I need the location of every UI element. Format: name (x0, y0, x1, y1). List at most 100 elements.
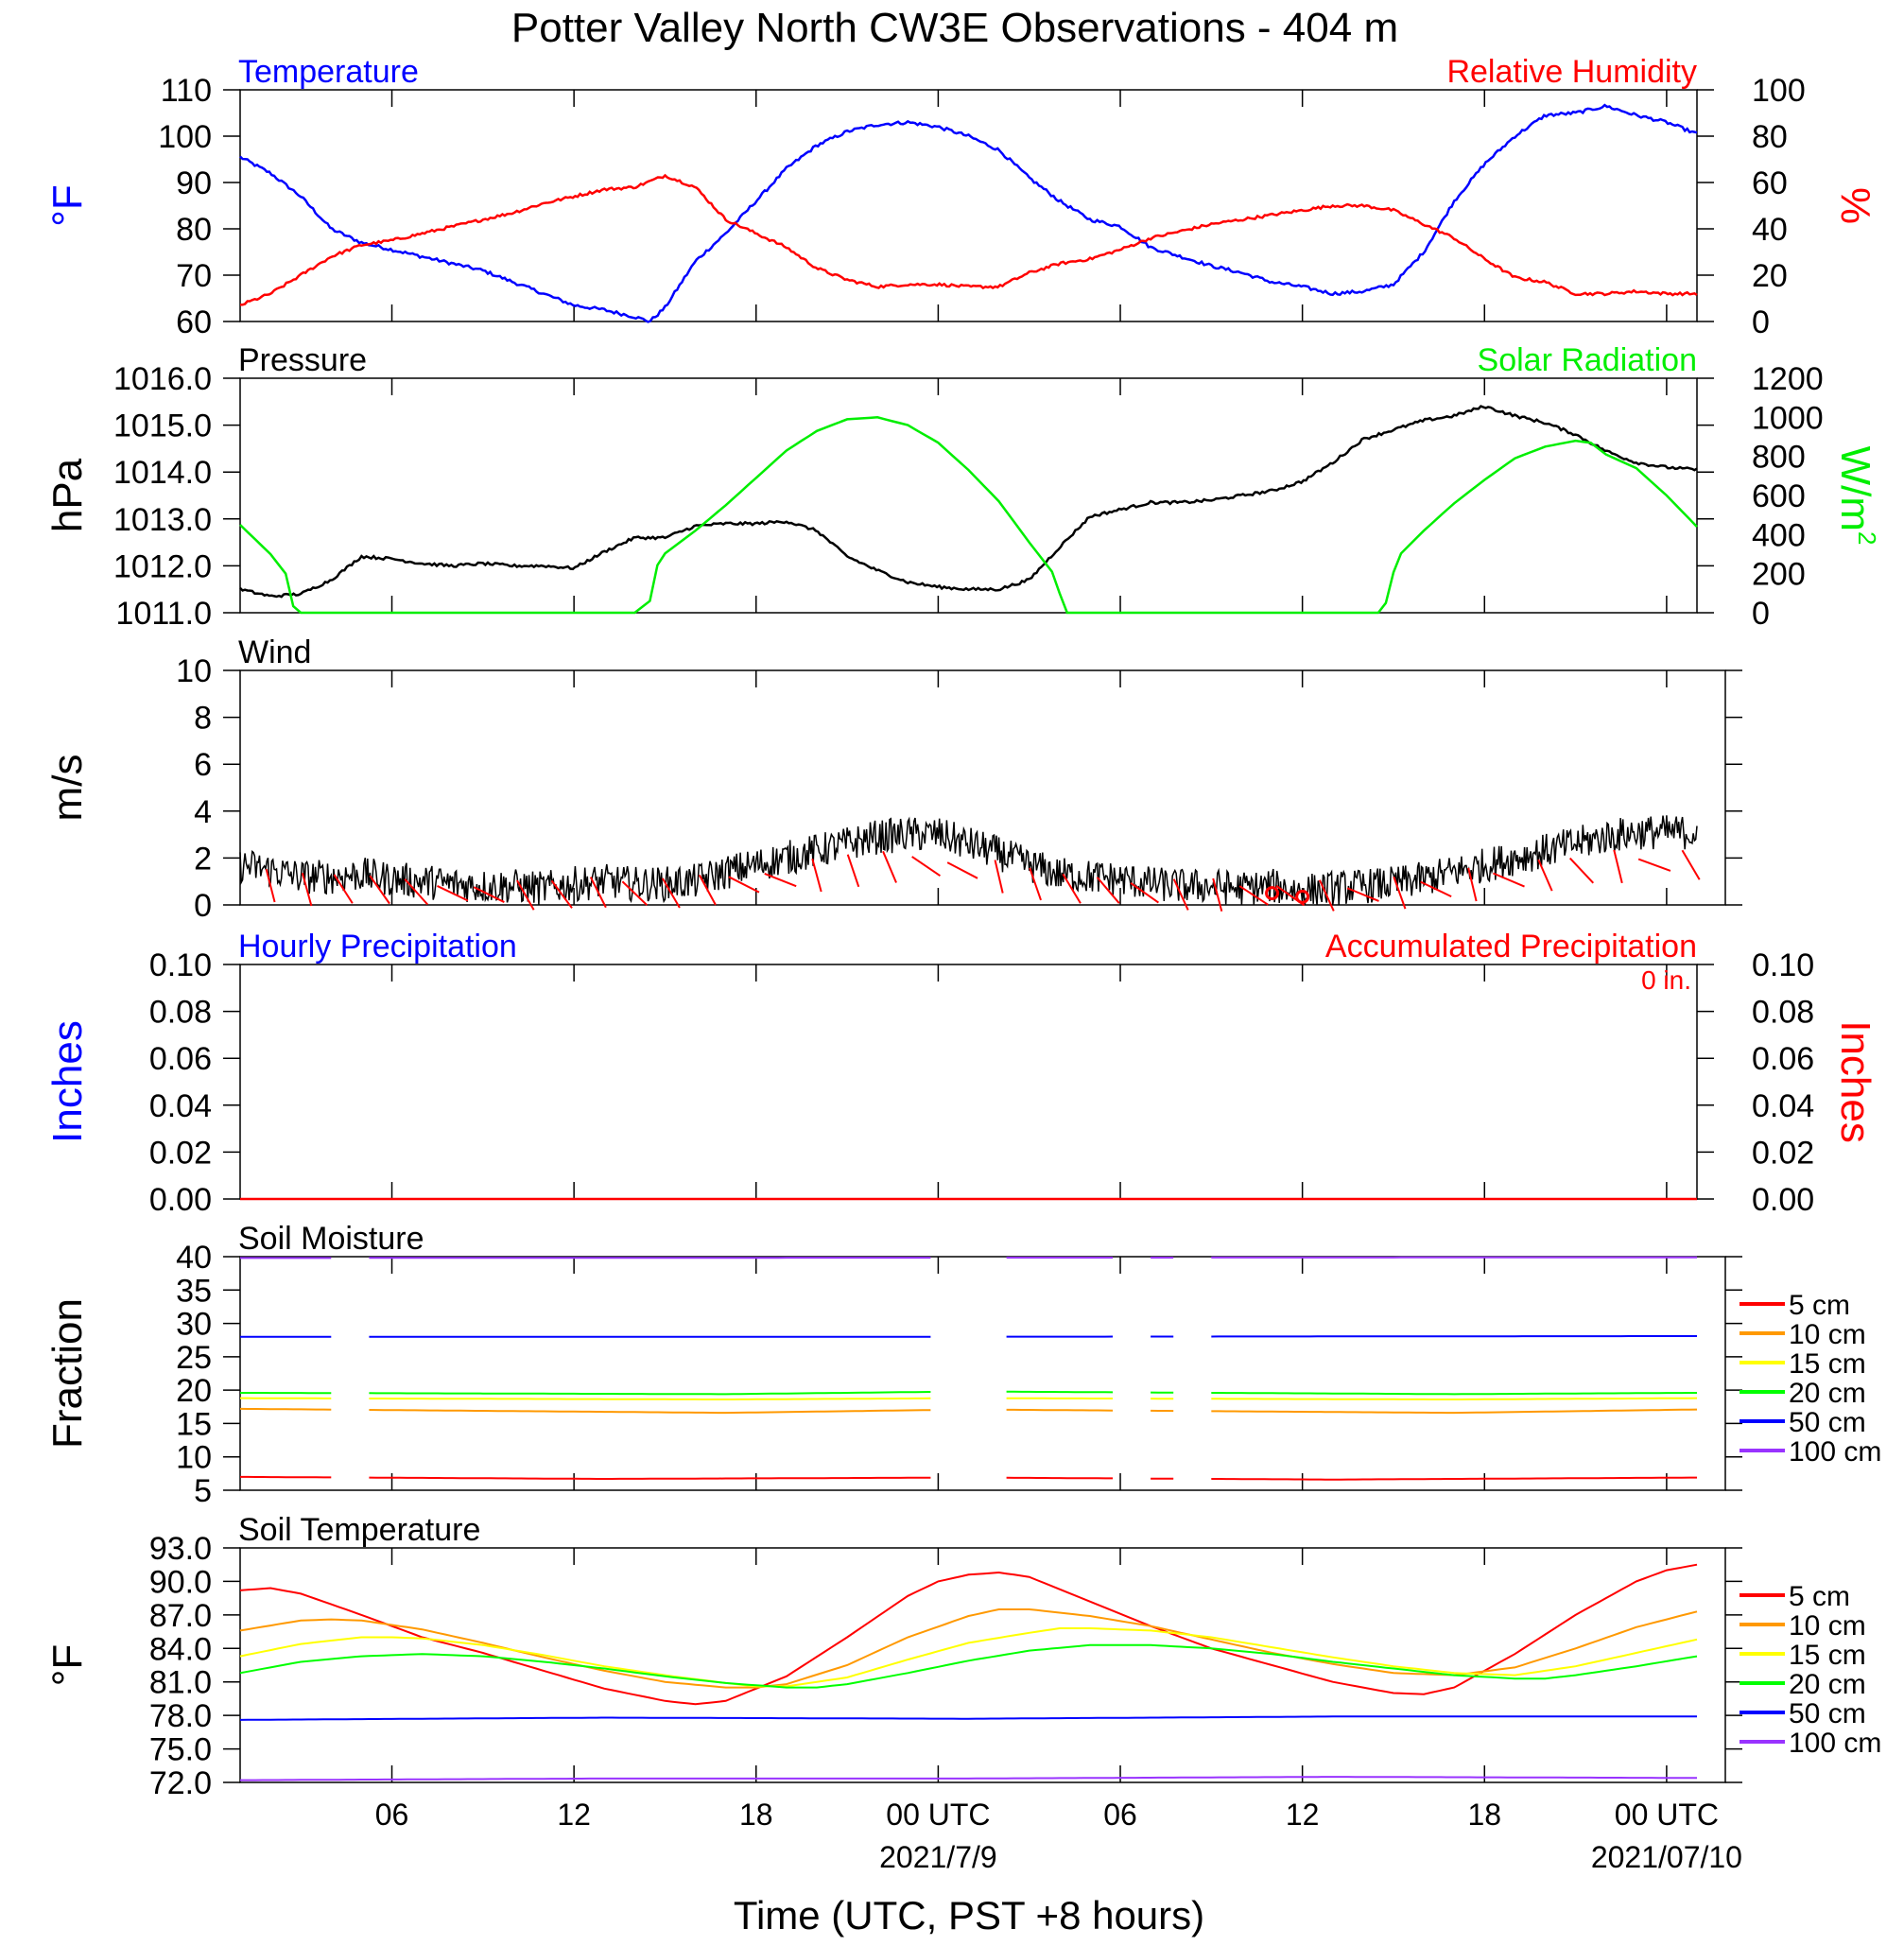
legend-label: 20 cm (1789, 1378, 1866, 1409)
wind-barb (1467, 867, 1478, 902)
y-axis-label: hPa (44, 458, 91, 532)
series-line-wind (239, 815, 1698, 906)
y-tick-label: 0.08 (149, 995, 212, 1031)
wind-barb (589, 877, 607, 909)
wind-barb (550, 879, 573, 909)
y-axis-label: °F (44, 1644, 91, 1686)
wind-barb (473, 886, 505, 903)
plot-frame (239, 1547, 1726, 1783)
legend-label: 100 cm (1789, 1728, 1881, 1759)
panel-title-right: Relative Humidity (1446, 54, 1697, 90)
series-line-pressure (239, 405, 1698, 599)
y-tick-label: 110 (161, 73, 212, 109)
series-line-20-cm (240, 1390, 1697, 1396)
wind-barb (621, 880, 649, 906)
wind-barb (1346, 887, 1379, 902)
wind-barb (911, 856, 941, 877)
plot-frame (239, 89, 1698, 322)
legend-label: 20 cm (1789, 1669, 1866, 1700)
plot-frame (239, 1256, 1726, 1491)
legend-label: 15 cm (1789, 1348, 1866, 1380)
x-axis-title: Time (UTC, PST +8 hours) (734, 1893, 1204, 1937)
y2-tick-label: 0 (1752, 304, 1770, 340)
wind-barb (1172, 878, 1189, 911)
wind-barb (1318, 879, 1335, 912)
series-line-relative-humidity (239, 173, 1698, 306)
y-tick-label: 93.0 (149, 1531, 212, 1567)
legend-label: 15 cm (1789, 1640, 1866, 1671)
plot-frame (239, 669, 1726, 906)
y-axis-label: °F (44, 184, 91, 226)
wind-barb (1492, 872, 1525, 888)
y-tick-label: 10 (176, 1440, 212, 1476)
x-date-label: 2021/7/9 (879, 1840, 997, 1874)
wind-barb (994, 860, 1004, 894)
x-tick-label: 12 (557, 1798, 591, 1832)
y-tick-label: 5 (194, 1473, 212, 1509)
y-tick-label: 1012.0 (113, 548, 212, 584)
panel-wind: 0 2 4 6 8 10 Wind m/s (44, 634, 1742, 924)
legend-label: 10 cm (1789, 1610, 1866, 1642)
legend-label: 5 cm (1789, 1581, 1850, 1612)
y-tick-label: 30 (176, 1307, 212, 1343)
legend-label: 100 cm (1789, 1436, 1881, 1468)
y-tick-label: 1013.0 (113, 502, 212, 538)
wind-barb (369, 875, 390, 905)
y-tick-label: 100 (158, 119, 212, 155)
x-tick-label: 18 (1467, 1798, 1501, 1832)
panel-title-left: Soil Moisture (238, 1221, 424, 1257)
chart-title: Potter Valley North CW3E Observations - … (511, 5, 1398, 51)
y2-axis-label: W/m2 (1832, 446, 1881, 546)
legend-label: 10 cm (1789, 1319, 1866, 1350)
panel-title-left: Soil Temperature (238, 1512, 480, 1548)
y2-tick-label: 0.06 (1752, 1041, 1814, 1077)
y-tick-label: 80 (176, 212, 212, 248)
accumulation-annotation: 0 in. (1641, 965, 1691, 995)
series-line-100-cm (240, 1256, 1697, 1260)
wind-barb (1212, 877, 1223, 912)
y-tick-label: 70 (176, 258, 212, 294)
y-tick-label: 87.0 (149, 1598, 212, 1634)
y-tick-label: 15 (176, 1406, 212, 1442)
wind-barb (1537, 859, 1553, 892)
wind-barb (811, 858, 822, 893)
wind-barb (1393, 876, 1407, 910)
y2-tick-label: 0.04 (1752, 1088, 1814, 1124)
y-tick-label: 4 (194, 794, 212, 830)
y-tick-label: 6 (194, 747, 212, 783)
panel-title-left: Hourly Precipitation (238, 929, 517, 964)
wind-barb (1568, 857, 1595, 884)
y-tick-label: 1015.0 (113, 408, 212, 444)
y2-tick-label: 0 (1752, 596, 1770, 632)
x-tick-label: 18 (739, 1798, 773, 1832)
panel-title-left: Pressure (238, 342, 367, 378)
y2-tick-label: 100 (1752, 73, 1806, 109)
series-line-15-cm (239, 1627, 1698, 1688)
y-tick-label: 8 (194, 701, 212, 737)
y-tick-label: 75.0 (149, 1732, 212, 1768)
y2-tick-label: 1200 (1752, 361, 1824, 397)
y-tick-label: 0.06 (149, 1041, 212, 1077)
plot-frame (239, 377, 1698, 614)
y-axis-label: m/s (44, 755, 91, 822)
legend-label: 50 cm (1789, 1698, 1866, 1729)
calm-wind-marker (1295, 889, 1310, 904)
wind-barb (437, 885, 469, 902)
x-tick-label: 06 (1103, 1798, 1137, 1832)
y-tick-label: 90 (176, 165, 212, 201)
y-tick-label: 25 (176, 1340, 212, 1376)
y2-axis-label-superscript: 2 (1853, 531, 1881, 545)
y-axis-label: Fraction (44, 1298, 91, 1449)
y2-tick-label: 800 (1752, 440, 1806, 476)
y2-tick-label: 600 (1752, 478, 1806, 514)
wind-barb (846, 854, 860, 888)
y-tick-label: 84.0 (149, 1631, 212, 1667)
wind-barb (1096, 877, 1120, 904)
panel-temp_rh: 60 70 80 90 100 110 0 20 40 60 80 100 Temperature Rel… (44, 54, 1878, 340)
wind-barb (516, 879, 535, 911)
panel-title-left: Wind (238, 634, 311, 670)
series-line-temperature (239, 103, 1698, 323)
